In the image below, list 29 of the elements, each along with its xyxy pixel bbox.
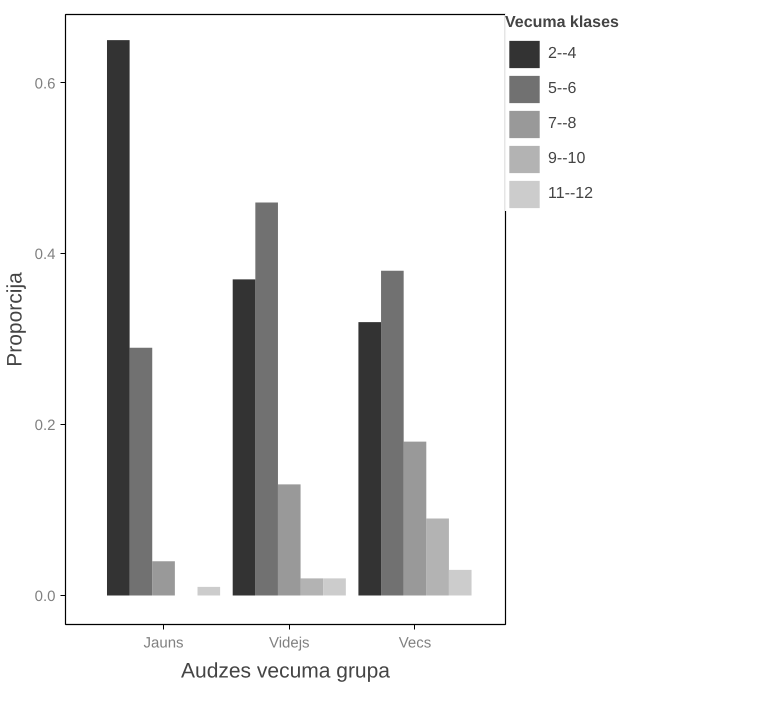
bar — [300, 578, 324, 596]
y-axis-title: Proporcija — [4, 272, 27, 367]
x-tick-label: Jauns — [144, 634, 184, 652]
x-axis-title: Audzes vecuma grupa — [181, 660, 390, 682]
bar — [358, 322, 382, 596]
y-tick-label: 0.6 — [34, 75, 56, 92]
legend-label: 5--6 — [548, 80, 576, 98]
legend-label: 11--12 — [548, 185, 594, 203]
bar — [152, 561, 175, 596]
y-tick-label: 0.2 — [34, 417, 56, 434]
bar — [255, 202, 278, 596]
bar — [426, 518, 449, 596]
bar — [323, 578, 346, 596]
bar — [448, 570, 472, 596]
bar — [278, 484, 301, 596]
legend-label: 7--8 — [548, 115, 576, 133]
legend-label: 9--10 — [548, 150, 586, 168]
legend-title: Vecuma klases — [505, 14, 619, 32]
bar — [130, 348, 152, 596]
bar — [381, 270, 404, 596]
bar — [232, 279, 256, 596]
x-tick-label: Videjs — [268, 634, 310, 652]
bar — [106, 40, 130, 596]
legend-label: 2--4 — [548, 45, 576, 63]
y-tick-label: 0.4 — [34, 246, 56, 264]
x-tick-label: Vecs — [398, 634, 432, 652]
bar — [404, 442, 426, 596]
bar — [198, 586, 220, 596]
y-tick-label: 0.0 — [34, 588, 56, 605]
